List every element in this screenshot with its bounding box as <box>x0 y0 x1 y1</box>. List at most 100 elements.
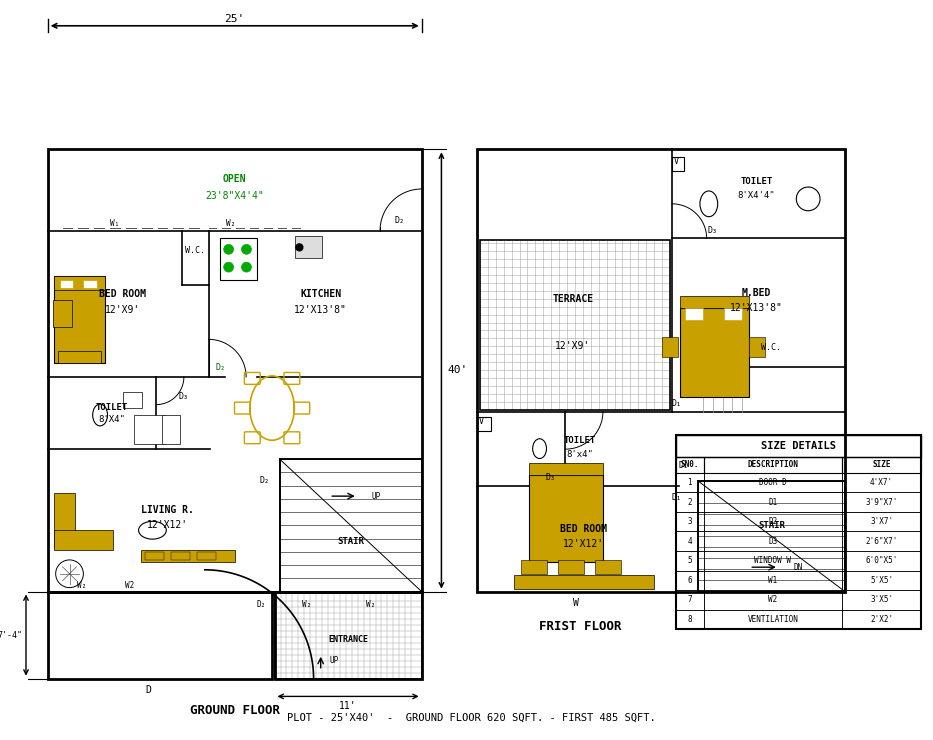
Bar <box>842 551 921 571</box>
Bar <box>52 300 73 328</box>
Bar <box>842 571 921 590</box>
Text: 12'X9': 12'X9' <box>555 340 591 351</box>
Bar <box>280 459 422 591</box>
Text: 2'X2': 2'X2' <box>870 615 893 624</box>
Text: 23'8"X4'4": 23'8"X4'4" <box>205 191 264 201</box>
Bar <box>48 591 272 679</box>
Text: UP: UP <box>371 491 381 501</box>
Text: 6: 6 <box>688 576 692 585</box>
Text: 12'X12': 12'X12' <box>564 539 605 548</box>
Text: W₂: W₂ <box>302 600 312 609</box>
Bar <box>133 414 165 444</box>
Text: W1: W1 <box>768 576 777 585</box>
Bar <box>680 308 749 397</box>
Text: 2: 2 <box>688 498 692 507</box>
Bar <box>480 240 670 409</box>
Text: D3: D3 <box>768 536 777 545</box>
Text: M.BED: M.BED <box>742 288 772 298</box>
Text: SN0.: SN0. <box>680 460 699 469</box>
Text: SIZE: SIZE <box>872 460 891 469</box>
Text: D₂: D₂ <box>257 600 265 609</box>
Text: V: V <box>674 157 678 166</box>
Bar <box>558 560 584 574</box>
Bar <box>145 552 163 560</box>
Text: 6'0"X5': 6'0"X5' <box>866 556 898 565</box>
Text: 5'X5': 5'X5' <box>870 576 893 585</box>
Text: 2'6"X7': 2'6"X7' <box>866 536 898 545</box>
Text: 8: 8 <box>688 615 692 624</box>
Bar <box>141 550 235 562</box>
Bar <box>680 296 749 308</box>
Bar <box>295 237 322 258</box>
Bar <box>703 473 842 492</box>
Bar <box>703 551 842 571</box>
Text: LIVING R.: LIVING R. <box>141 505 194 516</box>
Bar <box>675 435 921 629</box>
Text: D₂: D₂ <box>259 477 270 485</box>
Text: GROUND FLOOR: GROUND FLOOR <box>189 704 280 717</box>
Bar <box>675 590 703 610</box>
Bar <box>171 552 189 560</box>
Text: W.C.: W.C. <box>186 246 205 255</box>
Bar <box>675 492 703 512</box>
Bar <box>528 475 603 562</box>
Bar <box>675 512 703 531</box>
Text: 12'X13'8": 12'X13'8" <box>731 303 783 313</box>
Text: 8'x4": 8'x4" <box>566 450 593 459</box>
Bar <box>703 457 842 473</box>
Bar <box>60 280 74 288</box>
Bar <box>675 610 703 629</box>
Bar <box>703 531 842 551</box>
Text: FRIST FLOOR: FRIST FLOOR <box>538 619 621 633</box>
Text: STAIR: STAIR <box>758 521 785 530</box>
Text: 8'X4": 8'X4" <box>98 415 125 425</box>
Text: 8'X4'4": 8'X4'4" <box>738 192 775 201</box>
Text: TOILET: TOILET <box>564 436 596 445</box>
Bar <box>685 308 703 320</box>
Bar <box>522 560 547 574</box>
Bar <box>54 276 105 363</box>
Bar <box>662 337 678 357</box>
Bar <box>842 492 921 512</box>
Text: W₁: W₁ <box>110 219 119 228</box>
Ellipse shape <box>139 522 166 539</box>
Text: W2: W2 <box>768 596 777 605</box>
Bar <box>842 590 921 610</box>
Text: W2: W2 <box>125 581 134 590</box>
Circle shape <box>224 262 233 272</box>
Text: DOOR D: DOOR D <box>759 478 787 487</box>
Bar <box>197 552 216 560</box>
Bar <box>594 560 620 574</box>
Bar <box>842 610 921 629</box>
Text: TOILET: TOILET <box>741 177 773 186</box>
Text: W.C.: W.C. <box>761 343 781 352</box>
Text: STAIR: STAIR <box>337 536 364 545</box>
Text: 3'X5': 3'X5' <box>870 596 893 605</box>
Text: BED ROOM: BED ROOM <box>99 289 146 299</box>
Bar <box>514 575 654 588</box>
Text: W₂: W₂ <box>77 581 86 590</box>
Bar <box>703 512 842 531</box>
Circle shape <box>296 244 303 251</box>
Bar <box>724 308 743 320</box>
Ellipse shape <box>92 404 107 426</box>
Text: 4'X7': 4'X7' <box>870 478 893 487</box>
Circle shape <box>224 244 233 255</box>
Bar <box>122 392 143 408</box>
Circle shape <box>242 244 251 255</box>
Bar <box>477 417 491 431</box>
Text: DN: DN <box>793 562 802 572</box>
Bar <box>675 571 703 590</box>
Bar <box>703 610 842 629</box>
Text: D₃: D₃ <box>546 474 556 482</box>
Bar <box>749 337 765 357</box>
Text: 11': 11' <box>340 702 357 711</box>
Bar <box>703 492 842 512</box>
Bar <box>698 481 845 591</box>
Bar <box>274 591 422 679</box>
Bar <box>842 457 921 473</box>
Text: 3'9"X7': 3'9"X7' <box>866 498 898 507</box>
Text: D₁: D₁ <box>679 462 689 471</box>
Text: KITCHEN: KITCHEN <box>300 289 341 299</box>
Text: 12'X12': 12'X12' <box>146 520 188 531</box>
